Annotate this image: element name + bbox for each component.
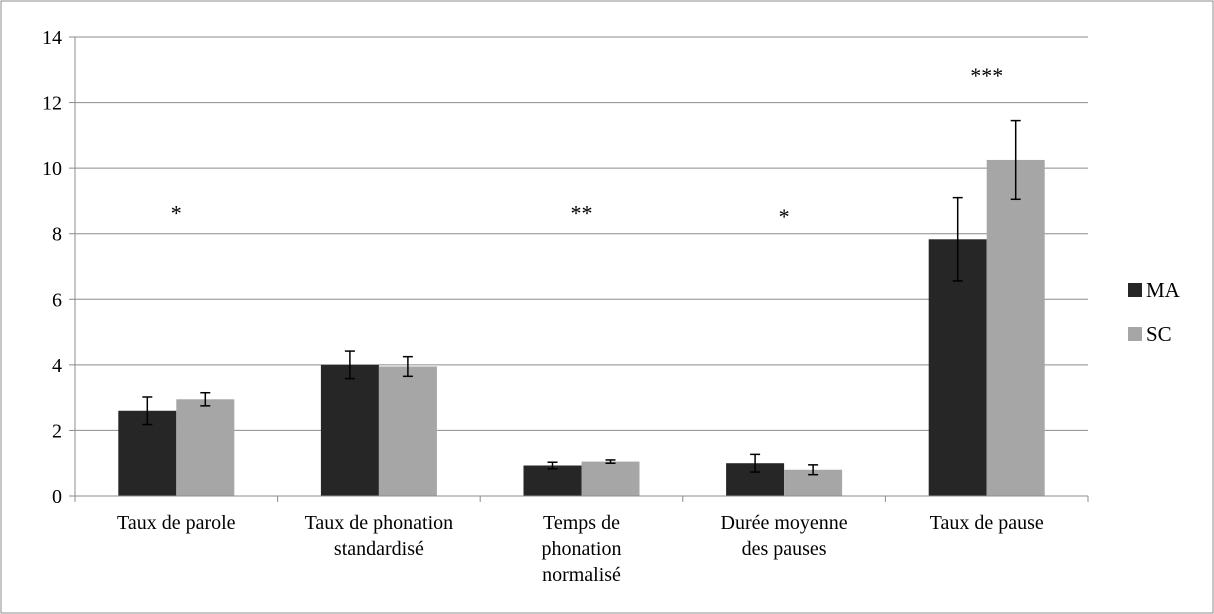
x-category-line: Taux de pause: [930, 512, 1044, 534]
significance-marker: *: [779, 204, 790, 229]
y-tick-label: 12: [42, 93, 62, 115]
legend-label-ma: MA: [1146, 278, 1181, 302]
x-category-label: Taux de parole: [117, 512, 236, 534]
x-category-line: phonation: [542, 538, 622, 560]
x-category-line: standardisé: [334, 538, 424, 560]
x-category-line: des pauses: [742, 538, 827, 560]
significance-marker: **: [571, 201, 593, 226]
legend-swatch-ma: [1128, 283, 1142, 297]
x-category-line: normalisé: [542, 564, 621, 586]
significance-marker: *: [171, 201, 182, 226]
x-category-line: Temps de: [543, 512, 620, 534]
y-tick-label: 6: [52, 289, 62, 311]
y-tick-label: 14: [42, 27, 62, 49]
y-tick-label: 8: [52, 224, 62, 246]
y-tick-label: 10: [42, 158, 62, 180]
legend-swatch-sc: [1128, 327, 1142, 341]
bar-sc: [176, 399, 234, 496]
significance-marker: ***: [970, 63, 1003, 88]
bar-ma: [524, 466, 582, 496]
bar-sc: [379, 366, 437, 496]
bar-sc: [987, 160, 1045, 496]
x-category-label: Taux de pause: [930, 512, 1044, 534]
bar-sc: [582, 462, 640, 496]
x-category-line: Taux de phonation: [305, 512, 454, 534]
x-category-label: Temps de phonation normalisé: [542, 512, 622, 586]
y-tick-label: 4: [52, 355, 62, 377]
y-tick-label: 2: [52, 420, 62, 442]
y-tick-label: 0: [52, 486, 62, 508]
bar-ma: [321, 365, 379, 496]
x-category-line: Durée moyenne: [721, 512, 848, 534]
legend-label-sc: SC: [1146, 322, 1172, 346]
x-category-line: Taux de parole: [117, 512, 236, 534]
